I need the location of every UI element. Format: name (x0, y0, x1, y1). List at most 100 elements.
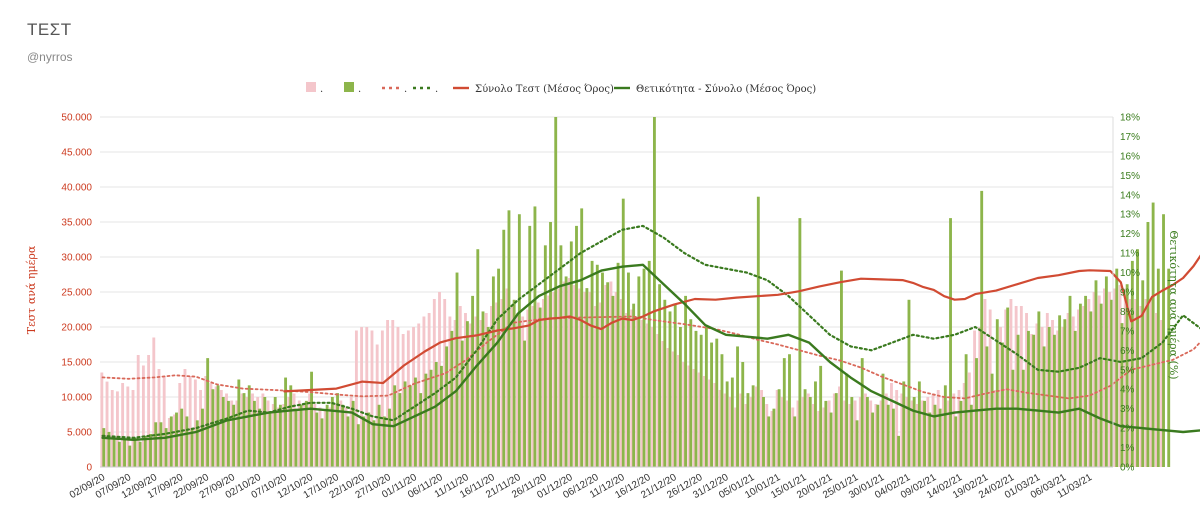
positivity-bar (590, 260, 594, 467)
positivity-bar (652, 117, 656, 467)
positivity-bar (923, 400, 926, 467)
positivity-bar (1104, 276, 1108, 467)
tests-bar (1030, 334, 1034, 467)
tests-bar (921, 400, 925, 467)
tests-bar (947, 400, 951, 467)
tests-bar (474, 316, 478, 467)
positivity-bar (1151, 202, 1155, 468)
tests-bar (557, 288, 561, 467)
tests-bar (313, 404, 317, 467)
positivity-bar (912, 397, 916, 467)
tests-bar (266, 400, 270, 467)
tests-bar (1108, 292, 1112, 467)
positivity-bar (704, 327, 708, 467)
tests-bar (235, 400, 239, 467)
positivity-bar (252, 400, 256, 467)
positivity-bar (684, 295, 688, 467)
left-tick-label: 30.000 (61, 253, 92, 264)
positivity-bar (959, 400, 963, 467)
positivity-bar (798, 218, 802, 467)
tests-bars (100, 278, 1164, 467)
tests-bar (806, 393, 810, 467)
positivity-bar (377, 404, 381, 467)
tests-bar (890, 383, 893, 467)
tests-bar (838, 386, 841, 467)
positivity-bar (1130, 260, 1134, 467)
positivity-bar (1167, 268, 1171, 467)
positivity-bar (424, 373, 428, 467)
left-tick-label: 45.000 (61, 148, 92, 159)
tests-ma-line (283, 254, 1200, 393)
positivity-bar (190, 428, 194, 467)
tests-bar (599, 302, 602, 467)
tests-bar (817, 411, 821, 467)
tests-bar (1071, 316, 1075, 467)
positivity-bar (772, 408, 776, 467)
positivity-bar (559, 245, 563, 467)
tests-bar (406, 330, 410, 467)
right-tick-label: 5% (1120, 365, 1135, 376)
positivity-bar (543, 245, 547, 467)
right-tick-label: 11% (1120, 249, 1139, 260)
tests-bar (199, 390, 202, 467)
tests-bar (1004, 309, 1008, 467)
right-tick-label: 4% (1120, 385, 1135, 396)
tests-bar (401, 334, 405, 467)
positivity-bar (169, 416, 173, 467)
positivity-bar (1156, 268, 1160, 467)
tests-bar (993, 390, 997, 467)
positivity-bar (1141, 280, 1145, 467)
positivity-bar (299, 404, 303, 467)
tests-bar (464, 313, 467, 467)
tests-bar (152, 337, 156, 467)
positivity-bar (310, 371, 313, 467)
positivity-bar (621, 198, 625, 467)
tests-bar (635, 316, 639, 467)
tests-bar (261, 393, 265, 467)
positivity-bar (180, 408, 184, 467)
tests-bar (1092, 292, 1096, 467)
tests-bar (900, 393, 904, 467)
positivity-bar (673, 303, 677, 467)
positivity-bar (943, 385, 947, 467)
right-tick-label: 9% (1120, 288, 1135, 299)
positivity-bar (938, 408, 942, 467)
left-tick-label: 40.000 (61, 183, 92, 194)
tests-bar (1025, 313, 1028, 467)
positivity-bar (549, 222, 552, 467)
positivity-bar (315, 412, 319, 467)
positivity-bar (325, 404, 329, 467)
positivity-bar (627, 272, 630, 467)
positivity-bar (756, 196, 760, 467)
positivity-bar (855, 420, 859, 467)
positivity-ma-dotted-line (101, 224, 1200, 439)
positivity-bar (429, 369, 433, 467)
tests-bar (619, 299, 623, 467)
right-tick-label: 6% (1120, 346, 1135, 357)
tests-bar (344, 407, 348, 467)
positivity-bar (710, 342, 713, 467)
right-tick-label: 1% (1120, 443, 1135, 454)
positivity-bar (658, 284, 662, 467)
tests-bar (552, 292, 556, 467)
legend-label: . (358, 84, 361, 95)
tests-bar (1051, 320, 1054, 467)
tests-bar (536, 302, 540, 467)
tests-bar (277, 407, 280, 467)
tests-bar (1040, 327, 1044, 467)
tests-bar (126, 386, 130, 467)
positivity-bar (232, 404, 236, 467)
tests-bar (703, 376, 706, 467)
positivity-bar (824, 400, 828, 467)
tests-bar (760, 390, 764, 467)
positivity-bar (767, 416, 771, 467)
positivity-bar (595, 264, 599, 467)
positivity-bar (933, 404, 937, 467)
tests-bar (708, 379, 712, 467)
left-tick-label: 15.000 (61, 358, 92, 369)
tests-bar (505, 288, 509, 467)
tests-bar (297, 400, 301, 467)
tests-bar (916, 404, 919, 467)
tests-bar (677, 355, 680, 467)
right-tick-label: 3% (1120, 404, 1135, 415)
